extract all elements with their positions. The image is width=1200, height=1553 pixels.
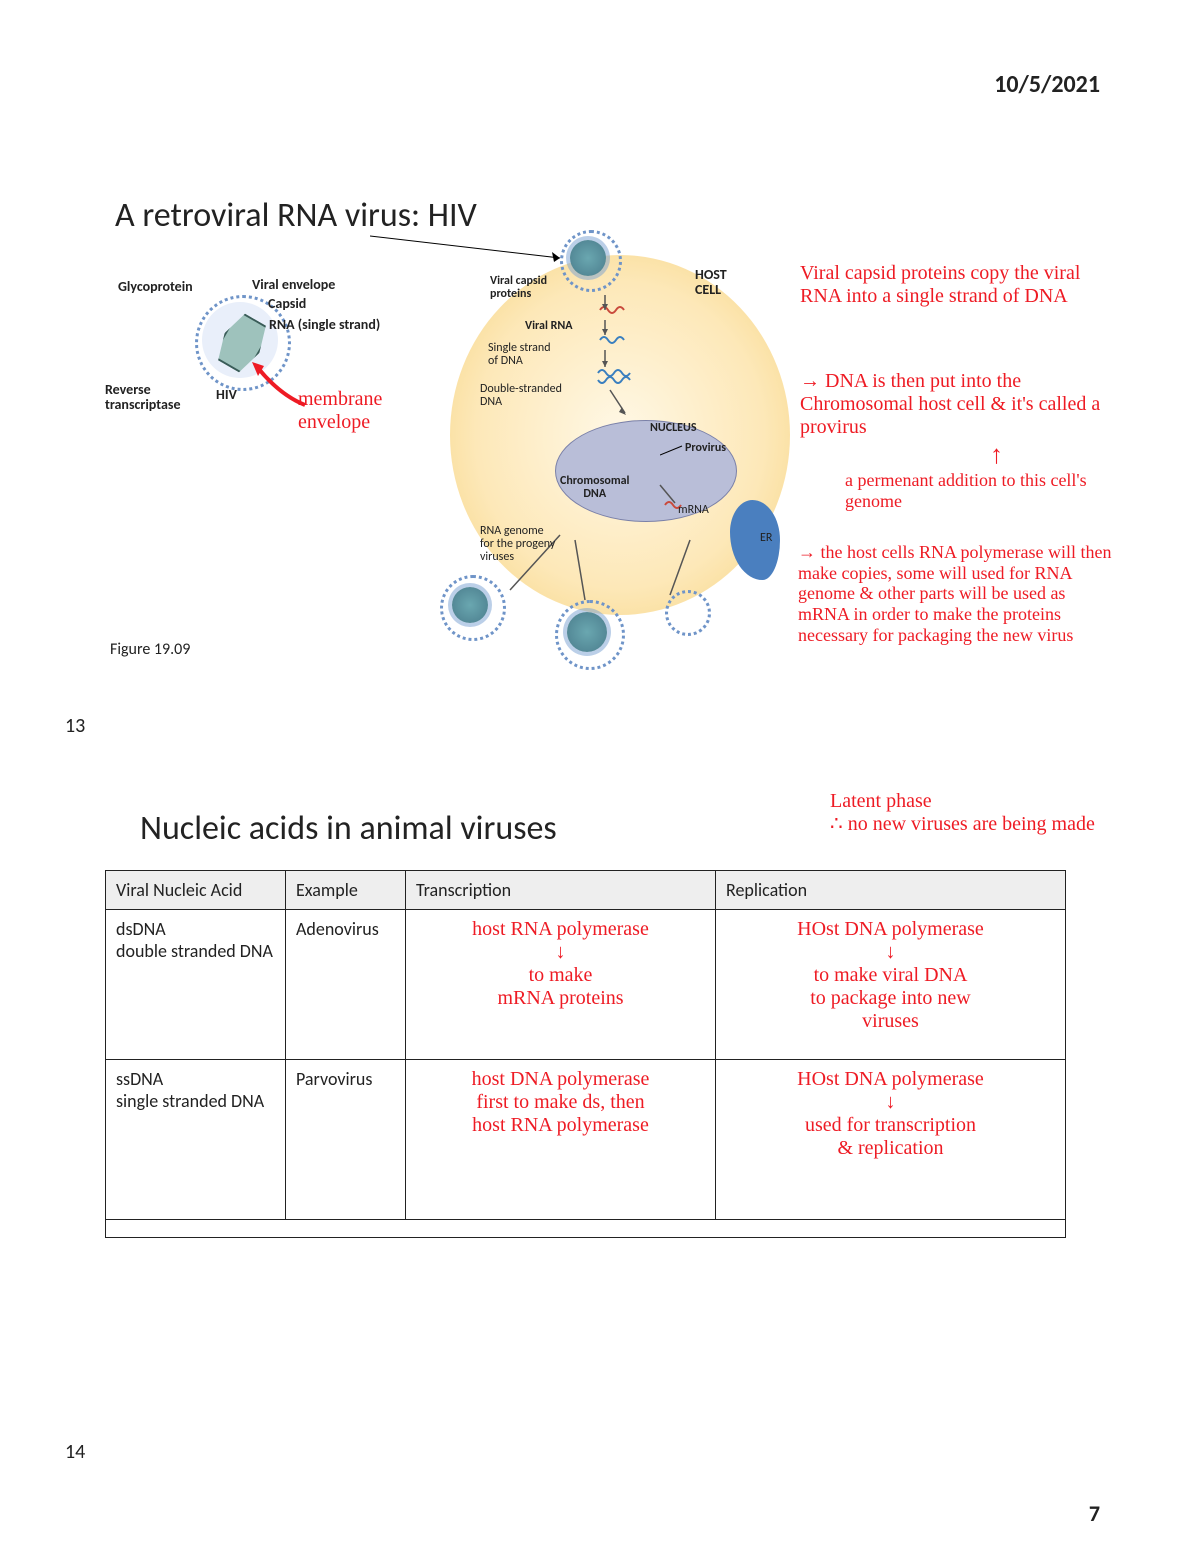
- membrane-annotation: membrane envelope: [298, 388, 382, 434]
- hiv-label: HIV: [216, 388, 237, 403]
- note-2-arrow: ↑: [990, 440, 1003, 470]
- note-3: → the host cells RNA polymerase will the…: [798, 542, 1118, 645]
- note-1: Viral capsid proteins copy the viral RNA…: [800, 262, 1120, 308]
- mrna-label: mRNA: [678, 504, 709, 517]
- cell-acid: dsDNA double stranded DNA: [106, 910, 286, 1060]
- cell-empty: [106, 1220, 1066, 1238]
- figure-caption: Figure 19.09: [110, 640, 190, 659]
- capsid-label: Capsid: [268, 297, 306, 312]
- slide-number-13: 13: [65, 714, 85, 738]
- page-number: 7: [1089, 1500, 1100, 1527]
- th-replication: Replication: [716, 871, 1066, 910]
- process-arrows: [450, 255, 790, 655]
- latent-phase-note: Latent phase ∴ no new viruses are being …: [830, 790, 1120, 836]
- rt-label: Reverse transcriptase: [105, 383, 181, 412]
- table-row: dsDNA double stranded DNA Adenovirus hos…: [106, 910, 1066, 1060]
- table-row-empty: [106, 1220, 1066, 1238]
- page: 10/5/2021 7 A retroviral RNA virus: HIV …: [0, 0, 1200, 1553]
- provirus-leader: [660, 440, 700, 460]
- cell-acid: ssDNA single stranded DNA: [106, 1060, 286, 1220]
- single-strand-dna-label: Single strand of DNA: [488, 342, 551, 368]
- slide14-title: Nucleic acids in animal viruses: [140, 808, 557, 849]
- host-cell-label: HOST CELL: [695, 268, 727, 297]
- note-2b: a permenant addition to this cell's geno…: [845, 470, 1105, 511]
- cell-example: Parvovirus: [286, 1060, 406, 1220]
- cell-transcription: host RNA polymerase ↓ to make mRNA prote…: [406, 910, 716, 1060]
- table-row: ssDNA single stranded DNA Parvovirus hos…: [106, 1060, 1066, 1220]
- cell-transcription: host DNA polymerase first to make ds, th…: [406, 1060, 716, 1220]
- th-acid: Viral Nucleic Acid: [106, 871, 286, 910]
- nucleic-acid-table: Viral Nucleic Acid Example Transcription…: [105, 870, 1066, 1238]
- note-2: → DNA is then put into the Chromosomal h…: [800, 370, 1120, 439]
- viral-capsid-proteins-label: Viral capsid proteins: [490, 275, 547, 301]
- cell-example: Adenovirus: [286, 910, 406, 1060]
- chromosomal-dna-label: Chromosomal DNA: [560, 475, 629, 501]
- th-example: Example: [286, 871, 406, 910]
- th-transcription: Transcription: [406, 871, 716, 910]
- glycoprotein-label: Glycoprotein: [118, 280, 193, 295]
- rna-label: RNA (single strand): [269, 318, 380, 333]
- double-stranded-dna-label: Double-stranded DNA: [480, 383, 562, 409]
- viral-rna-label: Viral RNA: [525, 320, 573, 333]
- page-date: 10/5/2021: [994, 70, 1100, 99]
- rna-progeny-label: RNA genome for the progeny viruses: [480, 525, 555, 565]
- slide-number-14: 14: [65, 1440, 85, 1464]
- table-header-row: Viral Nucleic Acid Example Transcription…: [106, 871, 1066, 910]
- cell-replication: HOst DNA polymerase ↓ used for transcrip…: [716, 1060, 1066, 1220]
- nucleus-label: NUCLEUS: [650, 422, 697, 435]
- viral-envelope-label: Viral envelope: [252, 278, 335, 293]
- cell-replication: HOst DNA polymerase ↓ to make viral DNA …: [716, 910, 1066, 1060]
- er-label: ER: [760, 532, 772, 545]
